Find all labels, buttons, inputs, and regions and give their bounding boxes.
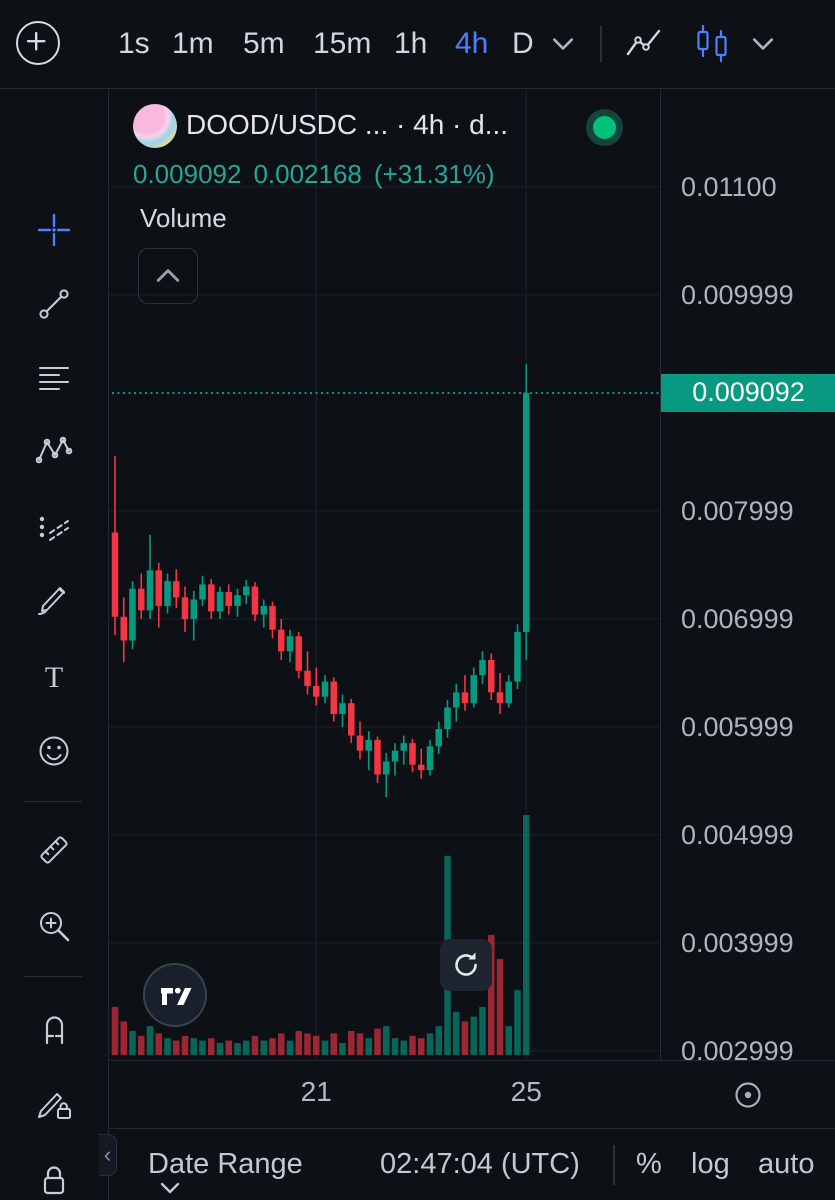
change-pct: (+31.31%) xyxy=(373,159,495,189)
pencil-lock-icon[interactable] xyxy=(34,1082,74,1122)
symbol-title[interactable]: DOOD/USDC ... · 4h · d... xyxy=(186,109,509,140)
time-axis-label: 21 xyxy=(300,1076,332,1107)
price-axis-label: 0.01100 xyxy=(681,171,777,202)
price-axis-label: 0.006999 xyxy=(681,604,794,635)
timeframe-1h[interactable]: 1h xyxy=(394,27,428,60)
volume-indicator-label: Volume xyxy=(140,203,227,233)
timeframe-d[interactable]: D xyxy=(512,27,534,60)
timeframe-1s[interactable]: 1s xyxy=(118,27,150,60)
price-axis-label: 0.003999 xyxy=(681,928,794,959)
xabcd-pattern-icon[interactable] xyxy=(34,431,74,471)
forecast-icon[interactable] xyxy=(34,505,74,545)
market-status-dot xyxy=(593,116,616,139)
timeframe-5m[interactable]: 5m xyxy=(243,27,285,60)
bottom-toolbar: Date Range 02:47:04 (UTC) % log auto xyxy=(108,1128,835,1200)
trend-line-icon[interactable] xyxy=(34,284,74,324)
scales-settings-icon[interactable] xyxy=(725,1072,771,1118)
brush-icon[interactable] xyxy=(34,579,74,619)
tradingview-logo-icon xyxy=(161,987,192,1005)
reset-chart-button[interactable] xyxy=(440,939,492,991)
price-axis[interactable]: 0.009092 0.01100 0.009999 0.007999 0.006999… xyxy=(660,88,835,1066)
refresh-icon xyxy=(455,952,477,976)
zoom-in-icon[interactable] xyxy=(34,906,74,946)
crosshair-icon[interactable] xyxy=(34,210,74,250)
top-toolbar: 1s 1m 5m 15m 1h 4h D xyxy=(0,0,835,89)
drawing-toolbar: T xyxy=(0,88,117,1200)
chevron-down-icon xyxy=(160,1182,180,1194)
plus-icon xyxy=(26,31,46,51)
clock[interactable]: 02:47:04 (UTC) xyxy=(380,1148,580,1180)
auto-scale-button[interactable]: auto xyxy=(758,1148,815,1180)
horizontal-lines-icon[interactable] xyxy=(34,358,74,398)
current-price-badge: 0.009092 xyxy=(661,373,835,412)
price-axis-label: 0.005999 xyxy=(681,712,794,743)
time-axis[interactable]: 21 25 xyxy=(108,1060,835,1129)
svg-text:T: T xyxy=(45,661,63,694)
percent-scale-button[interactable]: % xyxy=(636,1148,662,1180)
toolbar-divider xyxy=(24,976,82,977)
toolbar-divider xyxy=(24,801,82,802)
sidebar-collapse-handle[interactable]: ‹ xyxy=(99,1134,117,1176)
price-change-line: 0.009092 0.002168 (+31.31%) xyxy=(133,159,507,190)
price-axis-label: 0.009999 xyxy=(681,280,794,311)
candlestick-chart-icon[interactable] xyxy=(690,22,734,66)
timeframe-1m[interactable]: 1m xyxy=(172,27,214,60)
text-tool-icon[interactable]: T xyxy=(34,657,74,697)
timeframes-chevron-down-icon[interactable] xyxy=(552,36,574,52)
toolbar-separator xyxy=(600,26,602,62)
symbol-avatar[interactable] xyxy=(133,104,177,148)
chevron-up-icon xyxy=(156,269,180,282)
ruler-icon[interactable] xyxy=(34,830,74,870)
legend-collapse-button[interactable] xyxy=(138,248,198,304)
line-chart-icon[interactable] xyxy=(624,25,664,65)
last-price: 0.009092 xyxy=(133,159,242,189)
date-range-label: Date Range xyxy=(148,1148,303,1180)
change-abs: 0.002168 xyxy=(253,159,362,189)
timeframe-15m[interactable]: 15m xyxy=(313,27,372,60)
chart-type-chevron-down-icon[interactable] xyxy=(752,36,774,52)
timeframe-4h[interactable]: 4h xyxy=(455,27,489,60)
price-axis-label: 0.004999 xyxy=(681,820,794,851)
date-range-button[interactable]: Date Range xyxy=(148,1148,303,1195)
bottom-toolbar-separator xyxy=(613,1145,615,1185)
tradingview-logo[interactable] xyxy=(143,963,207,1027)
price-axis-label: 0.002999 xyxy=(681,1036,794,1067)
magnet-icon[interactable] xyxy=(34,1008,74,1048)
emoji-icon[interactable] xyxy=(34,731,74,771)
log-scale-button[interactable]: log xyxy=(691,1148,730,1180)
lock-icon[interactable] xyxy=(34,1160,74,1200)
add-symbol-button[interactable] xyxy=(16,21,60,65)
time-axis-label: 25 xyxy=(510,1076,542,1107)
price-axis-label: 0.007999 xyxy=(681,496,794,527)
